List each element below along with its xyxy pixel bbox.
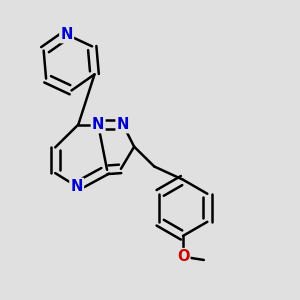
Text: N: N bbox=[117, 117, 129, 132]
Text: O: O bbox=[177, 249, 189, 264]
Text: N: N bbox=[70, 179, 83, 194]
Text: N: N bbox=[92, 117, 104, 132]
Text: N: N bbox=[61, 27, 73, 42]
